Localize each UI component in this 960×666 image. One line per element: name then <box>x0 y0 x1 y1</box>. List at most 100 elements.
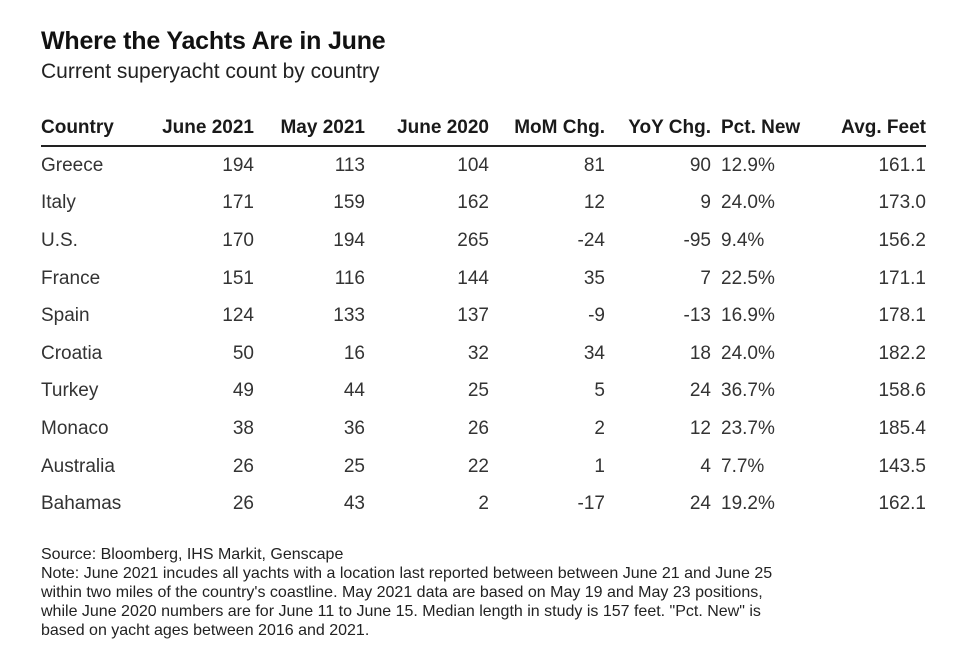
yoy-change-cell: 9 <box>700 192 711 214</box>
yoy-change-cell: 4 <box>700 455 711 477</box>
column-header: Pct. New <box>711 111 828 147</box>
avg-feet-cell: 156.2 <box>878 229 926 251</box>
table-row: Croatia 50 16 32 34 18 24.0% 182.2 <box>41 335 926 373</box>
yoy-change-cell: 90 <box>689 154 711 176</box>
pct-new-cell: 36.7% <box>721 380 775 402</box>
table-row: Australia 26 25 22 1 4 7.7% 143.5 <box>41 448 926 486</box>
avg-feet-cell: 173.0 <box>878 192 926 214</box>
country-cell: Greece <box>41 154 104 176</box>
mom-change-cell: 2 <box>594 417 605 439</box>
note-line: Note: June 2021 incudes all yachts with … <box>41 564 773 582</box>
pct-new-cell: 7.7% <box>721 455 765 477</box>
mom-change-cell: -17 <box>577 493 605 515</box>
yoy-change-cell: 7 <box>700 267 711 289</box>
june-2020-cell: 2 <box>478 493 489 515</box>
table-header-row: Country June 2021 May 2021 June 2020 MoM… <box>41 111 926 147</box>
column-header: Avg. Feet <box>828 111 926 147</box>
pct-new-cell: 22.5% <box>721 267 775 289</box>
may-2021-cell: 194 <box>333 229 365 251</box>
mom-change-cell: 81 <box>583 154 605 176</box>
mom-change-cell: 34 <box>583 342 605 364</box>
avg-feet-cell: 185.4 <box>878 417 926 439</box>
may-2021-cell: 25 <box>343 455 365 477</box>
avg-feet-cell: 178.1 <box>878 305 926 327</box>
yoy-change-cell: 12 <box>689 417 711 439</box>
note-line: while June 2020 numbers are for June 11 … <box>41 602 761 620</box>
table-row: France 151 116 144 35 7 22.5% 171.1 <box>41 260 926 298</box>
june-2020-cell: 104 <box>457 154 489 176</box>
mom-change-cell: 5 <box>594 380 605 402</box>
chart-title: Where the Yachts Are in June <box>41 27 386 55</box>
june-2021-cell: 124 <box>222 305 254 327</box>
pct-new-cell: 12.9% <box>721 154 775 176</box>
pct-new-cell: 24.0% <box>721 192 775 214</box>
note-line: within two miles of the country's coastl… <box>41 583 763 601</box>
data-table: Country June 2021 May 2021 June 2020 MoM… <box>41 111 926 523</box>
column-header: Country <box>41 111 138 147</box>
june-2021-cell: 194 <box>222 154 254 176</box>
may-2021-cell: 159 <box>333 192 365 214</box>
pct-new-cell: 9.4% <box>721 229 765 251</box>
source-note: Source: Bloomberg, IHS Markit, Genscape <box>41 545 344 563</box>
avg-feet-cell: 162.1 <box>878 493 926 515</box>
june-2021-cell: 151 <box>222 267 254 289</box>
june-2020-cell: 162 <box>457 192 489 214</box>
country-cell: Australia <box>41 455 115 477</box>
note-line: based on yacht ages between 2016 and 202… <box>41 621 370 639</box>
may-2021-cell: 36 <box>343 417 365 439</box>
may-2021-cell: 44 <box>343 380 365 402</box>
june-2020-cell: 137 <box>457 305 489 327</box>
pct-new-cell: 19.2% <box>721 493 775 515</box>
country-cell: Spain <box>41 305 90 327</box>
yoy-change-cell: 24 <box>689 380 711 402</box>
avg-feet-cell: 143.5 <box>878 455 926 477</box>
chart-subtitle: Current superyacht count by country <box>41 60 380 83</box>
june-2021-cell: 38 <box>232 417 254 439</box>
avg-feet-cell: 158.6 <box>878 380 926 402</box>
country-cell: Monaco <box>41 417 109 439</box>
table-row: Turkey 49 44 25 5 24 36.7% 158.6 <box>41 373 926 411</box>
avg-feet-cell: 182.2 <box>878 342 926 364</box>
may-2021-cell: 16 <box>343 342 365 364</box>
june-2020-cell: 25 <box>467 380 489 402</box>
footer: Source: Bloomberg, IHS Markit, Genscape … <box>41 545 926 640</box>
june-2021-cell: 171 <box>222 192 254 214</box>
column-header: June 2021 <box>138 111 254 147</box>
june-2021-cell: 26 <box>232 493 254 515</box>
country-cell: Bahamas <box>41 493 122 515</box>
june-2020-cell: 32 <box>467 342 489 364</box>
pct-new-cell: 24.0% <box>721 342 775 364</box>
column-header: May 2021 <box>254 111 365 147</box>
table-row: Spain 124 133 137 -9 -13 16.9% 178.1 <box>41 297 926 335</box>
may-2021-cell: 113 <box>334 154 365 176</box>
june-2020-cell: 26 <box>467 417 489 439</box>
column-header: YoY Chg. <box>605 111 711 147</box>
june-2021-cell: 49 <box>232 380 254 402</box>
june-2020-cell: 144 <box>457 267 489 289</box>
pct-new-cell: 23.7% <box>721 417 775 439</box>
avg-feet-cell: 161.1 <box>878 154 926 176</box>
column-header: MoM Chg. <box>489 111 605 147</box>
avg-feet-cell: 171.1 <box>878 267 926 289</box>
june-2020-cell: 265 <box>457 229 489 251</box>
june-2021-cell: 50 <box>232 342 254 364</box>
table-row: Monaco 38 36 26 2 12 23.7% 185.4 <box>41 410 926 448</box>
country-cell: France <box>41 267 101 289</box>
mom-change-cell: -24 <box>577 229 605 251</box>
mom-change-cell: 35 <box>583 267 605 289</box>
table-body: Greece 194 113 104 81 90 12.9% 161.1 Italy 171 159… <box>41 146 926 523</box>
pct-new-cell: 16.9% <box>721 305 775 327</box>
country-cell: Croatia <box>41 342 103 364</box>
country-cell: Italy <box>41 192 76 214</box>
mom-change-cell: 12 <box>583 192 605 214</box>
may-2021-cell: 43 <box>343 493 365 515</box>
may-2021-cell: 116 <box>334 267 365 289</box>
table-row: Greece 194 113 104 81 90 12.9% 161.1 <box>41 146 926 185</box>
mom-change-cell: -9 <box>588 305 605 327</box>
yoy-change-cell: -95 <box>683 229 711 251</box>
may-2021-cell: 133 <box>333 305 365 327</box>
june-2020-cell: 22 <box>467 455 489 477</box>
table-row: Bahamas 26 43 2 -17 24 19.2% 162.1 <box>41 485 926 523</box>
table-row: U.S. 170 194 265 -24 -95 9.4% 156.2 <box>41 222 926 260</box>
chart-container: Where the Yachts Are in June Current sup… <box>41 24 926 640</box>
